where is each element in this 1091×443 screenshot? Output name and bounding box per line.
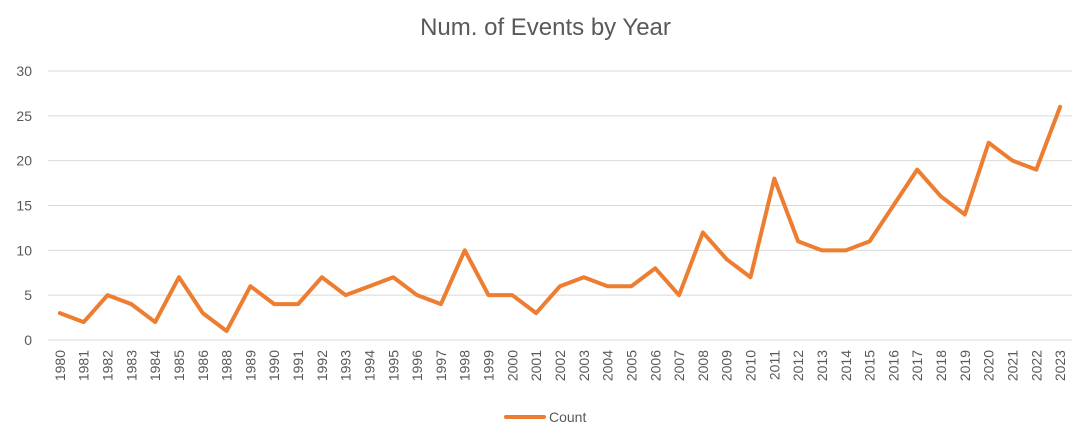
x-tick-label: 2006 <box>647 350 663 381</box>
x-tick-label: 1993 <box>338 350 354 381</box>
legend: Count <box>504 409 586 425</box>
x-tick-label: 1994 <box>361 350 377 381</box>
x-tick-label: 2008 <box>695 350 711 381</box>
y-tick-label: 30 <box>16 63 32 79</box>
x-tick-label: 1989 <box>242 350 258 381</box>
x-tick-label: 2016 <box>885 350 901 381</box>
x-tick-label: 1991 <box>290 350 306 381</box>
y-tick-label: 25 <box>16 108 32 124</box>
x-tick-label: 2013 <box>814 350 830 381</box>
x-tick-label: 2000 <box>504 350 520 381</box>
x-tick-label: 2022 <box>1028 350 1044 381</box>
y-tick-label: 5 <box>24 287 32 303</box>
x-tick-label: 1982 <box>100 350 116 381</box>
gridlines <box>48 70 1072 341</box>
series-line-count <box>57 104 1063 334</box>
x-tick-label: 2014 <box>838 350 854 381</box>
x-axis-ticks: 1980 1981 1982 1983 1984 1985 1986 1988 1989 1990… <box>52 350 1068 381</box>
x-tick-label: 1983 <box>123 350 139 381</box>
x-tick-label: 2017 <box>909 350 925 381</box>
y-axis-ticks: 0 5 10 15 20 25 30 <box>16 63 32 348</box>
x-tick-label: 2019 <box>957 350 973 381</box>
x-tick-label: 1995 <box>385 350 401 381</box>
x-tick-label: 2010 <box>743 350 759 381</box>
x-tick-label: 1985 <box>171 350 187 381</box>
y-tick-label: 15 <box>16 198 32 214</box>
series-group <box>57 104 1063 334</box>
x-tick-label: 2009 <box>719 350 735 381</box>
x-tick-label: 1997 <box>433 350 449 381</box>
x-tick-label: 1980 <box>52 350 68 381</box>
x-tick-label: 2002 <box>552 350 568 381</box>
x-tick-label: 2011 <box>766 350 782 380</box>
y-tick-label: 20 <box>16 153 32 169</box>
y-tick-label: 10 <box>16 242 32 258</box>
x-tick-label: 2004 <box>600 350 616 381</box>
x-tick-label: 2007 <box>671 350 687 381</box>
x-tick-label: 1990 <box>266 350 282 381</box>
chart-title: Num. of Events by Year <box>420 14 671 41</box>
x-tick-label: 2015 <box>862 350 878 381</box>
y-tick-label: 0 <box>24 332 32 348</box>
x-tick-label: 2018 <box>933 350 949 381</box>
x-tick-label: 2001 <box>528 350 544 381</box>
x-tick-label: 1998 <box>457 350 473 381</box>
x-tick-label: 1996 <box>409 350 425 381</box>
x-tick-label: 2020 <box>981 350 997 381</box>
x-tick-label: 2023 <box>1052 350 1068 381</box>
x-tick-label: 1988 <box>219 350 235 381</box>
x-tick-label: 2003 <box>576 350 592 381</box>
x-tick-label: 1992 <box>314 350 330 381</box>
x-tick-label: 2012 <box>790 350 806 381</box>
x-tick-label: 1981 <box>76 350 92 381</box>
x-tick-label: 2005 <box>623 350 639 381</box>
x-tick-label: 1986 <box>195 350 211 381</box>
legend-label: Count <box>549 409 586 425</box>
x-tick-label: 1984 <box>147 350 163 381</box>
x-tick-label: 1999 <box>481 350 497 381</box>
x-tick-label: 2021 <box>1004 350 1020 381</box>
